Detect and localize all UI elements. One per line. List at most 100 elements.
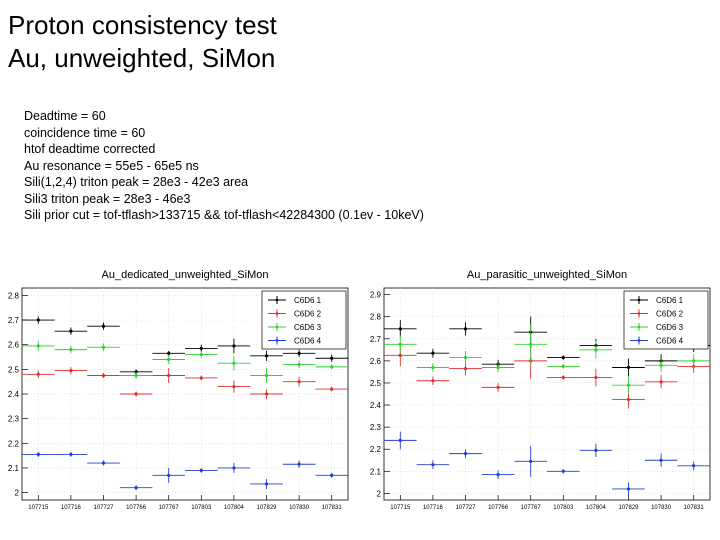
chart-dedicated: Au_dedicated_unweighted_SiMon 2 2.1 2.2 2.3 2… [8, 269, 349, 511]
x-tick-label: 107829 [256, 505, 277, 511]
data-point [398, 353, 402, 357]
legend-label: C6D6 2 [294, 310, 322, 319]
data-point [659, 363, 663, 367]
data-point [134, 370, 138, 374]
data-point [463, 327, 468, 331]
data-point [463, 452, 468, 456]
data-point [264, 354, 269, 358]
y-tick-label: 2.9 [370, 291, 382, 300]
y-tick-label: 2.4 [370, 401, 382, 410]
data-point [167, 373, 171, 378]
data-point [659, 458, 663, 462]
data-point [330, 473, 334, 477]
chart-title: Au_dedicated_unweighted_SiMon [102, 269, 269, 281]
x-tick-label: 107803 [191, 505, 212, 511]
note-sili-prior-cut: Sili prior cut = tof-tflash>133715 && to… [24, 208, 424, 222]
data-point [264, 373, 269, 378]
data-point [529, 342, 533, 346]
data-point [297, 462, 301, 466]
data-point [330, 365, 334, 369]
x-tick-label: 107829 [618, 505, 639, 511]
x-tick-label: 107715 [28, 505, 49, 511]
x-tick-label: 107767 [521, 505, 542, 511]
x-tick-label: 107831 [322, 505, 343, 511]
data-point [297, 380, 301, 384]
note-sili3-triton-peak: Sili3 triton peak = 28e3 - 46e3 [24, 191, 191, 206]
data-point [398, 438, 402, 442]
y-tick-label: 2.8 [8, 291, 20, 300]
legend-label: C6D6 3 [656, 323, 684, 332]
note-htof-deadtime: htof deadtime corrected [24, 142, 156, 156]
data-point [626, 365, 631, 370]
legend-marker [275, 298, 279, 302]
legend-marker [275, 312, 279, 315]
data-point [36, 372, 40, 376]
y-tick-label: 2.6 [8, 341, 20, 350]
data-point [431, 351, 435, 355]
data-point [398, 342, 402, 346]
data-point [36, 318, 40, 322]
y-tick-label: 2.7 [370, 335, 382, 344]
y-tick-label: 2.3 [370, 423, 382, 432]
x-tick-label: 107830 [289, 505, 310, 511]
data-point [561, 355, 565, 360]
legend-marker [275, 325, 279, 329]
data-point [594, 375, 598, 380]
data-point [101, 324, 106, 328]
note-coincidence-time: coincidence time = 60 [24, 125, 146, 140]
slide-title-line-2: Au, unweighted, SiMon [8, 43, 276, 73]
chart-title: Au_parasitic_unweighted_SiMon [467, 269, 627, 281]
x-tick-label: 107804 [224, 505, 245, 511]
data-point [463, 355, 468, 360]
legend-marker [637, 339, 641, 342]
data-point [594, 348, 598, 352]
data-point [659, 380, 663, 384]
legend-label: C6D6 4 [294, 337, 322, 346]
y-tick-label: 2.5 [370, 379, 382, 388]
x-tick-label: 107767 [159, 505, 180, 511]
data-point [496, 385, 500, 389]
data-point [167, 357, 171, 362]
x-tick-label: 107715 [390, 505, 411, 511]
legend-label: C6D6 4 [656, 337, 684, 346]
legend-marker [637, 312, 641, 315]
data-point [134, 373, 138, 378]
data-point [232, 385, 236, 389]
y-tick-label: 2 [377, 489, 382, 498]
data-point [330, 387, 334, 391]
data-point [496, 473, 500, 477]
data-point [167, 351, 171, 355]
data-point [561, 364, 565, 368]
y-tick-label: 2 [15, 489, 20, 498]
legend-label: C6D6 3 [294, 323, 322, 332]
data-point [626, 383, 631, 387]
data-point [398, 327, 402, 331]
data-point [101, 461, 106, 465]
data-point [232, 344, 236, 348]
data-point [167, 473, 171, 477]
data-point [692, 464, 696, 468]
analysis-notes: Deadtime = 60 coincidence time = 60 htof… [24, 108, 424, 224]
data-point [561, 375, 565, 380]
x-tick-label: 107803 [553, 505, 574, 511]
data-point [264, 482, 269, 486]
data-point [232, 361, 236, 365]
y-tick-label: 2.6 [370, 357, 382, 366]
data-point [199, 346, 203, 350]
y-tick-label: 2.1 [8, 464, 20, 473]
data-point [36, 344, 40, 348]
x-tick-label: 107831 [684, 505, 705, 511]
data-point [199, 352, 203, 357]
y-tick-label: 2.8 [370, 313, 382, 322]
data-point [199, 376, 203, 380]
legend-label: C6D6 1 [656, 296, 684, 305]
data-point [264, 392, 269, 396]
data-point [69, 329, 73, 333]
data-point [297, 362, 301, 367]
data-point [431, 463, 435, 467]
legend-label: C6D6 2 [656, 310, 684, 319]
data-point [496, 365, 500, 370]
data-point [36, 452, 40, 456]
data-point [330, 356, 334, 360]
data-point [297, 351, 301, 355]
